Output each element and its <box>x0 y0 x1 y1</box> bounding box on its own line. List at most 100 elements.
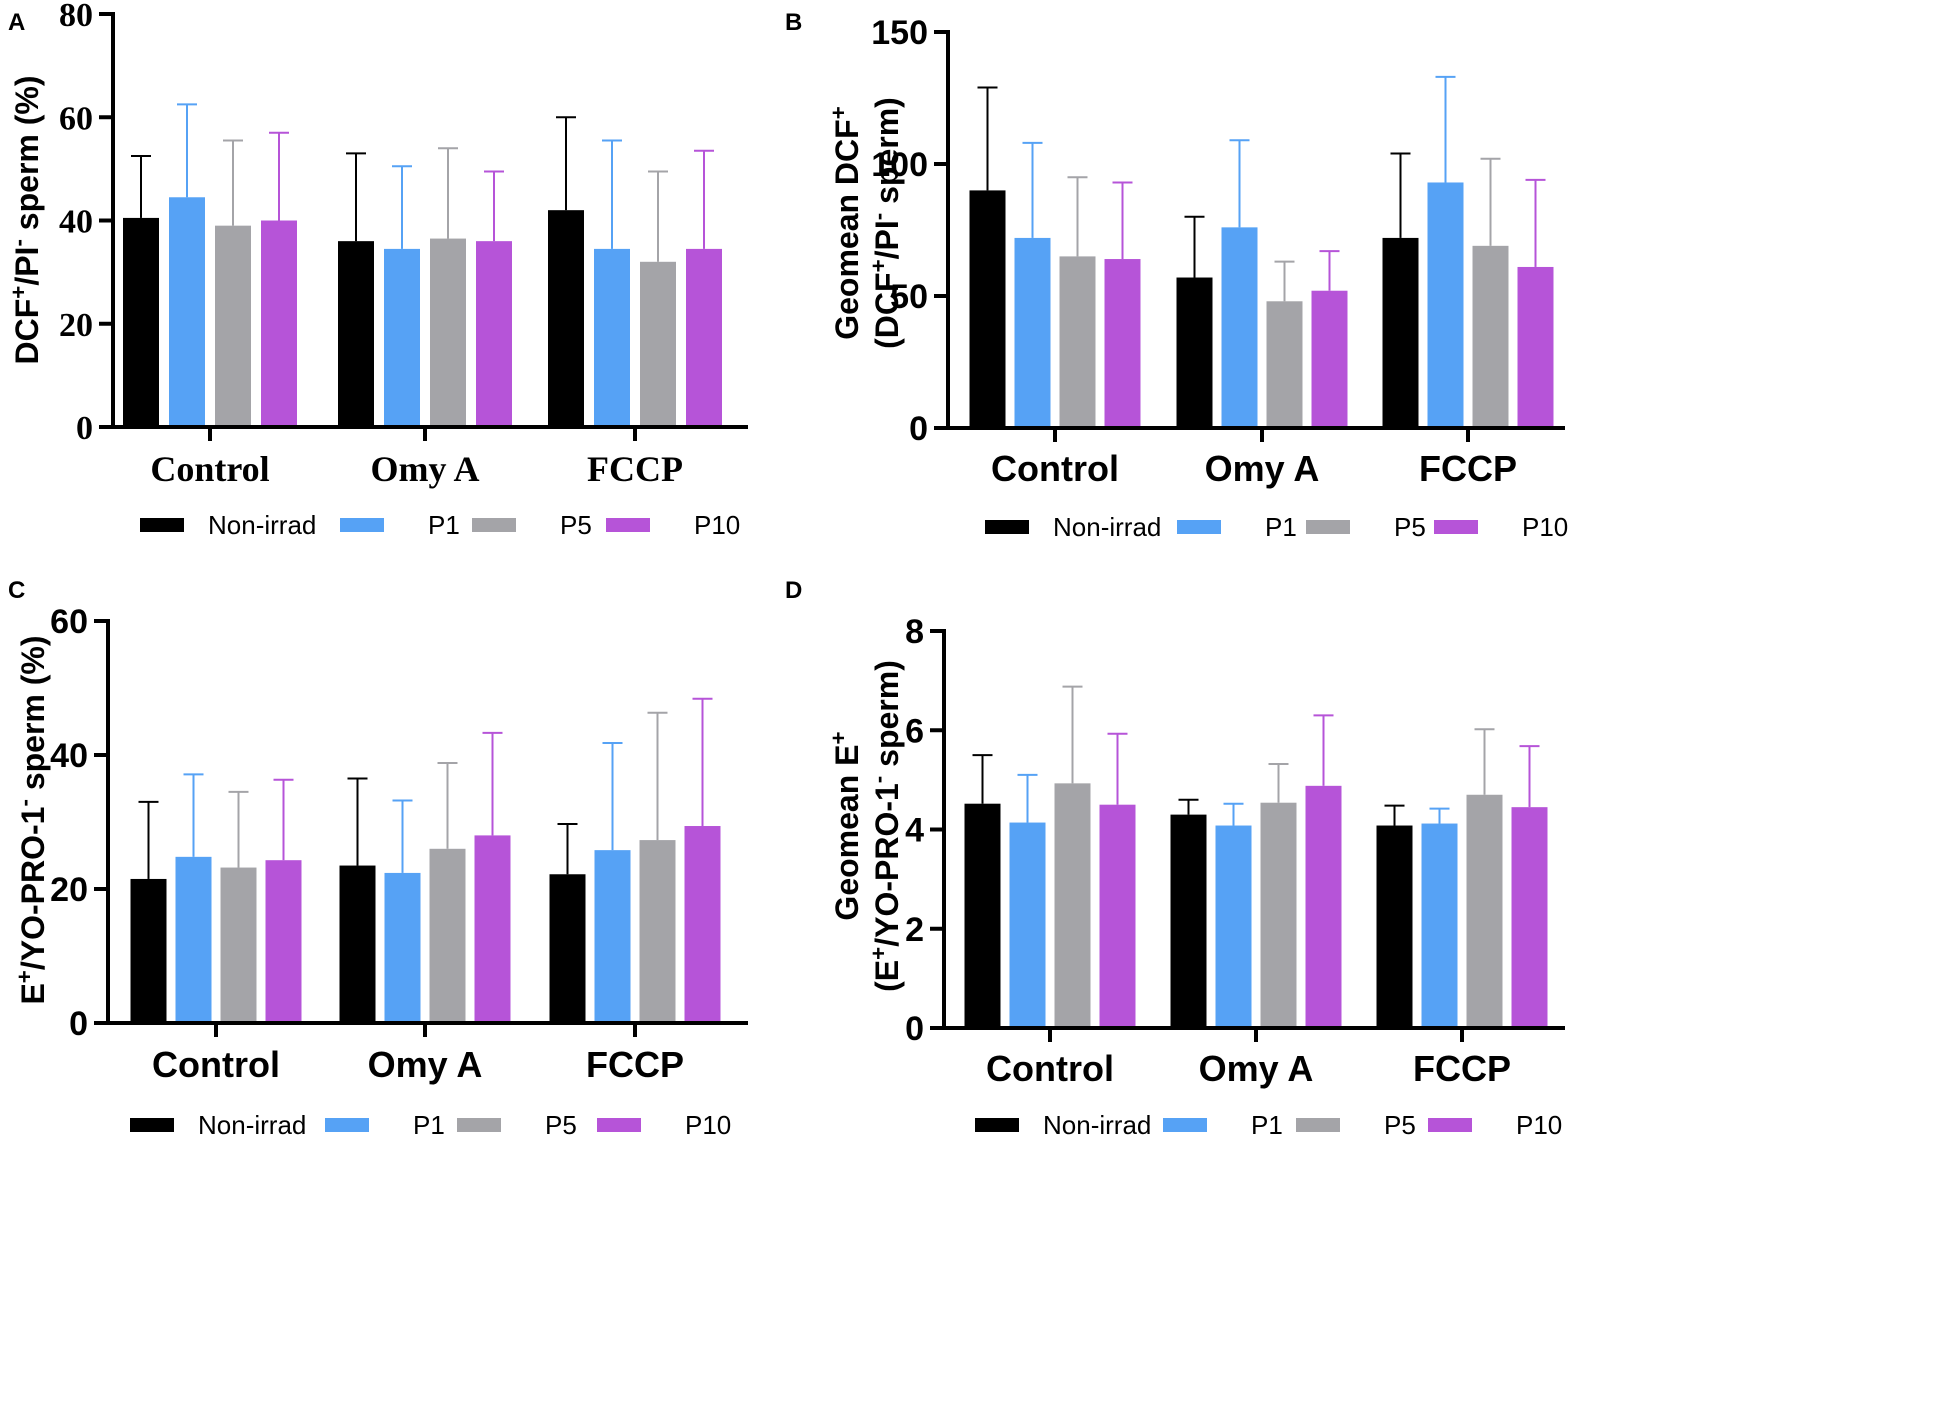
bar-p1-control <box>1014 237 1051 428</box>
y-tick-label: 20 <box>50 871 88 909</box>
bar-non-irrad-omy-a <box>338 241 374 427</box>
bar-p5-omy-a <box>1266 301 1303 428</box>
x-category-label: Control <box>150 449 269 489</box>
legend-swatch-p10 <box>606 518 650 532</box>
bar-p1-omy-a <box>384 872 421 1023</box>
bar-p5-control <box>1059 256 1096 428</box>
legend-label-p1: P1 <box>1265 512 1297 542</box>
legend-label-non-irrad: Non-irrad <box>1043 1110 1151 1140</box>
legend-swatch-p1 <box>340 518 384 532</box>
legend-swatch-p1 <box>325 1118 369 1132</box>
legend-label-non-irrad: Non-irrad <box>208 510 316 540</box>
bar-p10-control <box>265 860 302 1023</box>
y-tick-label: 2 <box>905 911 924 949</box>
bar-non-irrad-omy-a <box>1170 814 1207 1028</box>
panel-letter: C <box>8 577 25 604</box>
panel-letter: A <box>8 9 25 36</box>
panel-letter: B <box>785 9 802 36</box>
legend-swatch-p5 <box>1296 1118 1340 1132</box>
x-category-label: Control <box>152 1044 280 1085</box>
legend-swatch-p1 <box>1177 520 1221 534</box>
y-tick-label: 6 <box>905 712 924 750</box>
bar-non-irrad-control <box>130 878 167 1023</box>
y-tick-label: 60 <box>59 100 93 137</box>
legend-swatch-p10 <box>1428 1118 1472 1132</box>
bar-non-irrad-omy-a <box>339 865 376 1023</box>
legend-swatch-non-irrad <box>975 1118 1019 1132</box>
legend-swatch-p5 <box>1306 520 1350 534</box>
y-tick-label: 8 <box>905 613 924 651</box>
chart-panel-C: C 0 20 40 60 Control Omy A FCCP E+/YO-PRO-1- spe… <box>8 577 748 1140</box>
bar-p1-omy-a <box>1215 825 1252 1028</box>
panel-letter: D <box>785 577 802 604</box>
legend-label-p1: P1 <box>428 510 460 540</box>
y-tick-label: 0 <box>76 410 93 447</box>
legend-label-p5: P5 <box>1394 512 1426 542</box>
bar-non-irrad-control <box>123 217 159 427</box>
x-category-label: Control <box>991 448 1119 489</box>
legend-label-p10: P10 <box>694 510 740 540</box>
chart-panel-B: B 0 50 100 150 Control Omy A FCCP Geomean DCF+(D… <box>785 9 1568 542</box>
bar-p1-fccp <box>1427 182 1464 428</box>
bar-non-irrad-fccp <box>1382 237 1419 428</box>
bar-p1-fccp <box>1421 823 1458 1028</box>
legend-swatch-non-irrad <box>130 1118 174 1132</box>
bar-p5-fccp <box>1472 245 1509 428</box>
x-category-label: FCCP <box>1419 448 1517 489</box>
y-tick-label: 0 <box>69 1005 88 1043</box>
legend-label-p10: P10 <box>1522 512 1568 542</box>
bar-p10-fccp <box>1517 266 1554 428</box>
legend-swatch-p5 <box>472 518 516 532</box>
legend-label-p5: P5 <box>1384 1110 1416 1140</box>
y-tick-label: 20 <box>59 307 93 344</box>
bar-p1-omy-a <box>1221 227 1258 428</box>
bar-non-irrad-omy-a <box>1176 277 1213 428</box>
bar-p5-control <box>1054 783 1091 1028</box>
legend-label-p1: P1 <box>413 1110 445 1140</box>
bar-p1-fccp <box>594 850 631 1023</box>
y-tick-label: 40 <box>59 204 93 241</box>
bar-p5-omy-a <box>429 848 466 1023</box>
x-category-label: FCCP <box>1413 1048 1511 1089</box>
legend-swatch-p10 <box>597 1118 641 1132</box>
bar-p1-control <box>175 856 212 1023</box>
legend-label-non-irrad: Non-irrad <box>1053 512 1161 542</box>
bar-p10-omy-a <box>476 241 512 427</box>
y-tick-label: 0 <box>905 1010 924 1048</box>
y-axis-label: DCF+/PI- sperm (%) <box>6 75 46 364</box>
x-category-label: Omy A <box>368 1044 483 1085</box>
legend-swatch-non-irrad <box>140 518 184 532</box>
bar-non-irrad-fccp <box>549 874 586 1023</box>
y-axis-label-line: (DCF+/PI- sperm) <box>866 97 906 349</box>
legend-label-p5: P5 <box>560 510 592 540</box>
y-tick-label: 0 <box>909 410 928 448</box>
y-axis-label-line: Geomean DCF+ <box>826 106 866 340</box>
bar-p10-control <box>1099 804 1136 1028</box>
legend-swatch-p10 <box>1434 520 1478 534</box>
bar-p5-fccp <box>1466 794 1503 1028</box>
y-tick-label: 80 <box>59 0 93 34</box>
x-category-label: Control <box>986 1048 1114 1089</box>
bar-p5-control <box>215 225 251 427</box>
legend-label-p1: P1 <box>1251 1110 1283 1140</box>
bar-p10-omy-a <box>474 835 511 1023</box>
bar-p10-fccp <box>684 826 721 1023</box>
x-category-label: Omy A <box>1205 448 1320 489</box>
legend-label-p5: P5 <box>545 1110 577 1140</box>
y-axis-label: E+/YO-PRO-1- sperm (%) <box>12 635 52 1004</box>
bar-p5-fccp <box>640 261 676 427</box>
bar-p1-omy-a <box>384 248 420 427</box>
y-tick-label: 4 <box>905 812 924 850</box>
bar-p1-fccp <box>594 248 630 427</box>
x-category-label: FCCP <box>586 1044 684 1085</box>
x-category-label: Omy A <box>370 449 479 489</box>
y-tick-label: 150 <box>871 14 928 52</box>
legend-swatch-p1 <box>1163 1118 1207 1132</box>
y-tick-label: 60 <box>50 603 88 641</box>
bar-p10-fccp <box>1511 807 1548 1028</box>
legend-swatch-p5 <box>457 1118 501 1132</box>
bar-non-irrad-control <box>969 190 1006 428</box>
bar-p5-control <box>220 867 257 1023</box>
x-category-label: Omy A <box>1199 1048 1314 1089</box>
